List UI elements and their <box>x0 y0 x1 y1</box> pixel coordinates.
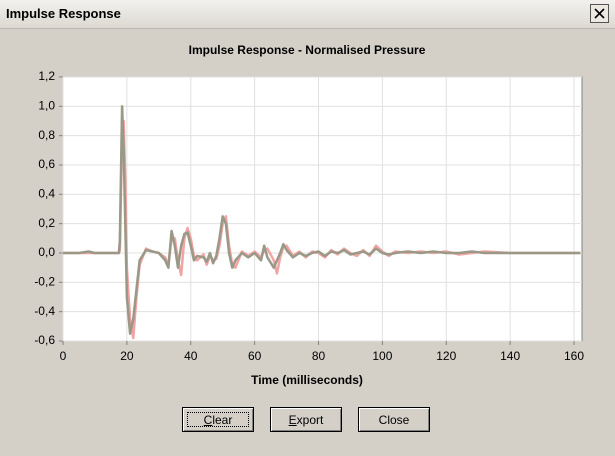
y-tick-label: -0,4 <box>34 304 55 318</box>
y-tick-label: 0,2 <box>38 216 55 230</box>
y-tick-label: 1,2 <box>38 69 55 83</box>
close-button[interactable]: Close <box>358 407 430 432</box>
close-icon <box>594 8 605 19</box>
x-axis-label: Time (milliseconds) <box>251 373 363 387</box>
button-label: Clear <box>203 412 233 427</box>
button-label: Close <box>378 412 410 427</box>
x-tick-label: 60 <box>248 349 262 363</box>
chart-title: Impulse Response - Normalised Pressure <box>189 43 426 57</box>
y-tick-label: -0,6 <box>34 333 55 347</box>
y-tick-label: 0,6 <box>38 157 55 171</box>
button-label: Export <box>288 412 324 427</box>
chart: Impulse Response - Normalised Pressure T… <box>34 43 584 387</box>
x-tick-label: 80 <box>312 349 326 363</box>
export-button[interactable]: Export <box>270 407 342 432</box>
window-title: Impulse Response <box>6 6 121 21</box>
y-tick-label: 0,8 <box>38 128 55 142</box>
title-bar: Impulse Response <box>0 0 615 29</box>
clear-button[interactable]: Clear <box>182 407 254 432</box>
y-tick-label: 0,0 <box>38 245 55 259</box>
x-tick-label: 140 <box>500 349 520 363</box>
x-tick-label: 160 <box>564 349 584 363</box>
y-tick-label: 1,0 <box>38 99 55 113</box>
y-tick-label: -0,2 <box>34 275 55 289</box>
x-tick-label: 0 <box>60 349 67 363</box>
data-line <box>63 105 581 335</box>
plot-area <box>62 76 583 342</box>
x-tick-label: 40 <box>184 349 198 363</box>
x-tick-label: 120 <box>436 349 456 363</box>
x-tick-label: 20 <box>120 349 134 363</box>
x-tick-label: 100 <box>372 349 392 363</box>
close-window-button[interactable] <box>590 4 609 23</box>
y-tick-label: 0,4 <box>38 187 55 201</box>
